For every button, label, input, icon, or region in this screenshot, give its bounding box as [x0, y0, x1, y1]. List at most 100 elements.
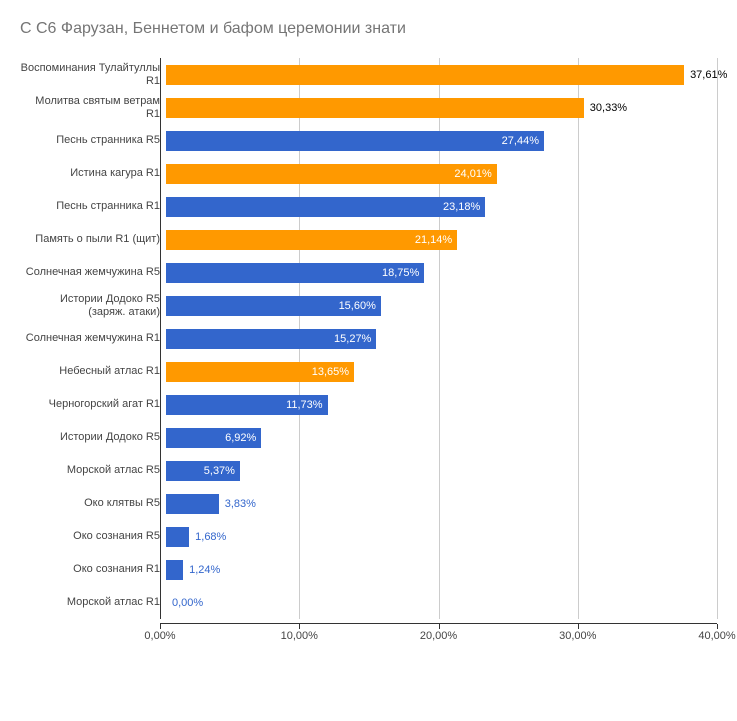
- bar: 15,27%: [166, 329, 376, 349]
- y-axis-label: Око сознания R1: [20, 563, 166, 576]
- bar-track: 6,92%: [166, 421, 717, 454]
- bar: 6,92%: [166, 428, 261, 448]
- y-axis-label: Морской атлас R5: [20, 464, 166, 477]
- bar-track: 15,60%: [166, 289, 717, 322]
- x-tick: [717, 624, 718, 629]
- bar-value-label: 11,73%: [286, 399, 323, 411]
- bar: 21,14%: [166, 230, 457, 250]
- y-axis-label: Солнечная жемчужина R5: [20, 266, 166, 279]
- bar-track: 5,37%: [166, 454, 717, 487]
- bar: [166, 560, 183, 580]
- bar-value-label: 1,24%: [189, 564, 220, 576]
- x-axis: 0,00%10,00%20,00%30,00%40,00%: [160, 623, 717, 642]
- bar-value-label: 37,61%: [690, 69, 727, 81]
- plot-area: Воспоминания Тулайтуллы R137,61%Молитва …: [20, 58, 717, 642]
- bar: 11,73%: [166, 395, 328, 415]
- bar-track: 3,83%: [166, 487, 717, 520]
- x-tick-label: 40,00%: [698, 630, 735, 642]
- bar-track: 13,65%: [166, 355, 717, 388]
- bar: [166, 98, 584, 118]
- y-axis-label: Черногорский агат R1: [20, 398, 166, 411]
- chart-title: С С6 Фарузан, Беннетом и бафом церемонии…: [20, 20, 717, 38]
- bar: 5,37%: [166, 461, 240, 481]
- bar-value-label: 24,01%: [454, 168, 491, 180]
- bar-value-label: 23,18%: [443, 201, 480, 213]
- bar-row: Истории Додоко R5 (заряж. атаки) 15,60%: [20, 289, 717, 322]
- bar-row: Песнь странника R5 27,44%: [20, 124, 717, 157]
- bar: [166, 527, 189, 547]
- bar-value-label: 15,60%: [339, 300, 376, 312]
- x-tick: [578, 624, 579, 629]
- bar-row: Око сознания R5 1,68%: [20, 520, 717, 553]
- y-axis-label: Морской атлас R1: [20, 596, 166, 609]
- bar-row: Морской атлас R1 0,00%: [20, 586, 717, 619]
- bar-row: Небесный атлас R1 13,65%: [20, 355, 717, 388]
- bar-track: 37,61%: [166, 58, 717, 91]
- bar-value-label: 27,44%: [502, 135, 539, 147]
- x-tick-label: 20,00%: [420, 630, 457, 642]
- bar-track: 24,01%: [166, 157, 717, 190]
- bar: 24,01%: [166, 164, 497, 184]
- bar-row: Истории Додоко R5 6,92%: [20, 421, 717, 454]
- y-axis-label: Небесный атлас R1: [20, 365, 166, 378]
- bar-track: 21,14%: [166, 223, 717, 256]
- y-axis-label: Солнечная жемчужина R1: [20, 332, 166, 345]
- y-axis-label: Воспоминания Тулайтуллы R1: [20, 62, 166, 87]
- bar-track: 18,75%: [166, 256, 717, 289]
- bar-track: 27,44%: [166, 124, 717, 157]
- bar-row: Истина кагура R1 24,01%: [20, 157, 717, 190]
- y-axis-label: Память о пыли R1 (щит): [20, 233, 166, 246]
- bar-value-label: 1,68%: [195, 531, 226, 543]
- y-axis-label: Молитва святым ветрам R1: [20, 95, 166, 120]
- bar-row: Черногорский агат R1 11,73%: [20, 388, 717, 421]
- bar-row: Воспоминания Тулайтуллы R137,61%: [20, 58, 717, 91]
- bar-track: 23,18%: [166, 190, 717, 223]
- bar-track: 30,33%: [166, 91, 717, 124]
- bar-row: Солнечная жемчужина R115,27%: [20, 322, 717, 355]
- bar-value-label: 5,37%: [204, 465, 235, 477]
- bar-value-label: 18,75%: [382, 267, 419, 279]
- x-tick: [439, 624, 440, 629]
- bar-value-label: 6,92%: [225, 432, 256, 444]
- x-ticks: 0,00%10,00%20,00%30,00%40,00%: [160, 624, 717, 642]
- y-axis-label: Истории Додоко R5: [20, 431, 166, 444]
- y-axis-label: Истина кагура R1: [20, 167, 166, 180]
- y-axis-label: Песнь странника R5: [20, 134, 166, 147]
- grid-line: [717, 58, 718, 619]
- bar-track: 15,27%: [166, 322, 717, 355]
- bar-track: 1,68%: [166, 520, 717, 553]
- bar-track: 0,00%: [166, 586, 717, 619]
- bar: 18,75%: [166, 263, 424, 283]
- bar-value-label: 13,65%: [312, 366, 349, 378]
- bar-value-label: 0,00%: [172, 597, 203, 609]
- bar-value-label: 21,14%: [415, 234, 452, 246]
- bar-row: Солнечная жемчужина R5 18,75%: [20, 256, 717, 289]
- x-tick: [299, 624, 300, 629]
- bar: 15,60%: [166, 296, 381, 316]
- bar-value-label: 30,33%: [590, 102, 627, 114]
- x-tick-label: 0,00%: [144, 630, 175, 642]
- bar: [166, 494, 219, 514]
- bar-row: Память о пыли R1 (щит) 21,14%: [20, 223, 717, 256]
- x-tick-label: 30,00%: [559, 630, 596, 642]
- bar: 27,44%: [166, 131, 544, 151]
- x-tick-label: 10,00%: [281, 630, 318, 642]
- bar: 23,18%: [166, 197, 485, 217]
- y-axis-label: Истории Додоко R5 (заряж. атаки): [20, 293, 166, 318]
- y-axis-label: Око сознания R5: [20, 530, 166, 543]
- x-tick: [160, 624, 161, 629]
- bar: [166, 65, 684, 85]
- chart-container: С С6 Фарузан, Беннетом и бафом церемонии…: [0, 0, 737, 721]
- bar-value-label: 3,83%: [225, 498, 256, 510]
- bar-row: Око клятвы R5 3,83%: [20, 487, 717, 520]
- bar: 13,65%: [166, 362, 354, 382]
- bar-track: 1,24%: [166, 553, 717, 586]
- y-axis-label: Око клятвы R5: [20, 497, 166, 510]
- bars-region: Воспоминания Тулайтуллы R137,61%Молитва …: [20, 58, 717, 619]
- y-axis-label: Песнь странника R1: [20, 200, 166, 213]
- bar-row: Песнь странника R1 23,18%: [20, 190, 717, 223]
- bar-row: Молитва святым ветрам R1 30,33%: [20, 91, 717, 124]
- bar-track: 11,73%: [166, 388, 717, 421]
- bar-row: Око сознания R1 1,24%: [20, 553, 717, 586]
- x-axis-line: 0,00%10,00%20,00%30,00%40,00%: [160, 623, 717, 642]
